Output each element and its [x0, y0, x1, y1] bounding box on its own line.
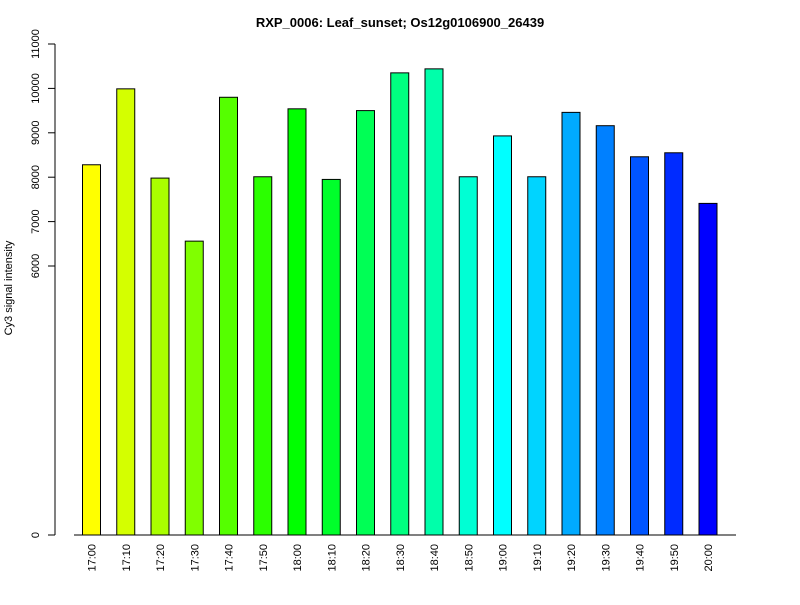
- bar: [458, 176, 478, 536]
- bar: [219, 96, 238, 536]
- chart-title: RXP_0006: Leaf_sunset; Os12g0106900_2643…: [256, 15, 544, 30]
- y-tick-label: 6000: [30, 254, 42, 278]
- x-axis: 17:00 17:10 17:20 17:30 17:40 17:50 18:00 18:10…: [87, 544, 716, 572]
- bar: [116, 88, 136, 536]
- y-tick-label: 9000: [30, 121, 42, 145]
- bar: [493, 135, 512, 536]
- x-tick-label: 17:40: [224, 544, 236, 572]
- bar: [287, 108, 307, 536]
- bar: [356, 110, 375, 536]
- x-tick-label: 19:50: [669, 544, 681, 572]
- y-tick-label: 11000: [30, 29, 42, 59]
- bar: [630, 156, 649, 536]
- bar: [82, 164, 101, 536]
- x-tick-label: 17:20: [155, 544, 167, 572]
- x-tick-label: 19:10: [532, 544, 544, 572]
- x-tick-label: 17:50: [258, 544, 270, 572]
- y-tick-label: 7000: [30, 209, 42, 233]
- x-tick-label: 20:00: [703, 544, 715, 572]
- bar: [561, 111, 581, 536]
- x-tick-label: 18:30: [395, 544, 407, 572]
- bar: [595, 125, 615, 536]
- bar: [253, 176, 273, 536]
- x-tick-label: 19:30: [600, 544, 612, 572]
- y-tick-label: 8000: [30, 165, 42, 189]
- bar: [150, 177, 170, 536]
- y-tick-label: 0: [30, 532, 42, 538]
- x-tick-label: 19:00: [498, 544, 510, 572]
- bar: [527, 176, 547, 536]
- bar: [184, 240, 204, 536]
- x-tick-label: 18:10: [326, 544, 338, 572]
- bar: [698, 202, 718, 536]
- x-tick-label: 17:30: [189, 544, 201, 572]
- y-axis-label: Cy3 signal intensity: [3, 240, 15, 335]
- x-tick-label: 18:40: [429, 544, 441, 572]
- bar: [424, 68, 444, 536]
- x-tick-label: 18:00: [292, 544, 304, 572]
- x-tick-label: 18:50: [463, 544, 475, 572]
- bar: [664, 152, 684, 536]
- y-tick-label: 10000: [30, 73, 42, 104]
- bar: [390, 72, 410, 536]
- x-tick-label: 18:20: [361, 544, 373, 572]
- x-tick-label: 19:20: [566, 544, 578, 572]
- x-tick-label: 17:10: [121, 544, 133, 572]
- x-tick-label: 17:00: [87, 544, 99, 572]
- bar: [321, 178, 341, 536]
- y-axis: 0 6000 7000 8000 9000 10000 11000: [30, 29, 56, 538]
- x-tick-label: 19:40: [635, 544, 647, 572]
- bars: [74, 68, 736, 536]
